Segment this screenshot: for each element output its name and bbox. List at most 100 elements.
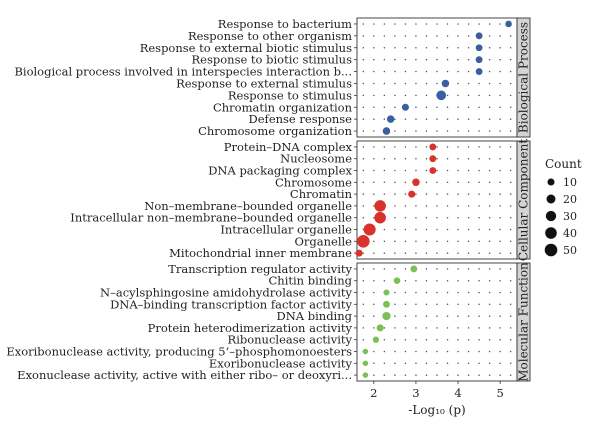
grid-dot xyxy=(404,193,407,195)
grid-dot xyxy=(425,303,428,306)
term-label: Nucleosome xyxy=(280,152,352,166)
grid-dot xyxy=(425,23,428,25)
grid-dot xyxy=(415,94,417,97)
grid-dot xyxy=(373,157,375,160)
grid-dot xyxy=(425,181,428,184)
grid-dot xyxy=(457,291,459,294)
grid-dot xyxy=(383,118,386,120)
grid-dot xyxy=(362,205,365,207)
grid-dot xyxy=(415,279,417,282)
grid-dot xyxy=(457,228,459,231)
grid-dot xyxy=(436,338,438,341)
grid-dot xyxy=(457,315,459,317)
grid-dot xyxy=(415,303,417,306)
grid-dot xyxy=(436,47,438,49)
grid-dot xyxy=(446,252,449,254)
grid-dot xyxy=(394,58,396,61)
grid-dot xyxy=(446,106,449,108)
grid-dot xyxy=(488,268,491,270)
grid-dot xyxy=(509,350,512,353)
grid-dot xyxy=(499,350,501,353)
grid-dot xyxy=(415,47,417,49)
grid-dot xyxy=(509,118,512,120)
grid-dot xyxy=(383,240,386,243)
grid-dot xyxy=(467,130,470,132)
grid-dot xyxy=(457,146,459,148)
term-label: Response to other organism xyxy=(188,29,352,43)
grid-dot xyxy=(383,327,386,329)
grid-dot xyxy=(373,118,375,120)
grid-dot xyxy=(446,362,449,365)
term-label: Exonuclease activity, active with either… xyxy=(17,368,352,382)
term-label: Organelle xyxy=(294,234,352,248)
grid-dot xyxy=(499,193,501,195)
grid-dot xyxy=(362,157,365,160)
grid-dot xyxy=(404,23,407,25)
data-point xyxy=(362,348,369,355)
data-point xyxy=(374,200,386,212)
x-tick-label: 3 xyxy=(412,386,419,400)
grid-dot xyxy=(499,216,501,219)
grid-dot xyxy=(467,315,470,317)
grid-dot xyxy=(394,350,396,353)
legend-title: Count xyxy=(545,157,582,171)
grid-dot xyxy=(415,315,417,317)
grid-dot xyxy=(362,279,365,282)
grid-dot xyxy=(467,106,470,108)
grid-dot xyxy=(467,252,470,254)
grid-dot xyxy=(478,338,480,341)
legend-label: 30 xyxy=(563,210,577,223)
grid-dot xyxy=(383,35,386,37)
grid-dot xyxy=(394,169,396,172)
term-label: Chitin binding xyxy=(269,274,353,288)
grid-dot xyxy=(467,338,470,341)
grid-dot xyxy=(383,338,386,341)
grid-dot xyxy=(404,47,407,49)
grid-dot xyxy=(488,279,491,282)
grid-dot xyxy=(446,181,449,184)
grid-dot xyxy=(488,338,491,341)
grid-dot xyxy=(415,228,417,231)
grid-dot xyxy=(415,240,417,243)
data-point xyxy=(429,143,437,151)
grid-dot xyxy=(467,35,470,37)
legend-symbol xyxy=(545,227,557,239)
grid-dot xyxy=(394,327,396,329)
grid-dot xyxy=(404,268,407,270)
grid-dot xyxy=(415,130,417,132)
legend-label: 50 xyxy=(563,244,577,257)
grid-dot xyxy=(383,47,386,49)
grid-dot xyxy=(404,362,407,365)
grid-dot xyxy=(488,350,491,353)
term-label: Response to external biotic stimulus xyxy=(140,41,352,55)
grid-dot xyxy=(457,118,459,120)
grid-dot xyxy=(415,291,417,294)
data-point xyxy=(408,190,416,198)
grid-dot xyxy=(373,130,375,132)
grid-dot xyxy=(425,118,428,120)
grid-dot xyxy=(436,315,438,317)
data-point xyxy=(441,79,450,88)
grid-dot xyxy=(488,303,491,306)
grid-dot xyxy=(499,146,501,148)
grid-dot xyxy=(457,157,459,160)
grid-dot xyxy=(362,23,365,25)
grid-dot xyxy=(488,374,491,376)
data-point xyxy=(357,235,370,248)
grid-dot xyxy=(415,23,417,25)
grid-dot xyxy=(436,146,438,148)
grid-dot xyxy=(457,327,459,329)
grid-dot xyxy=(425,193,428,195)
grid-dot xyxy=(404,35,407,37)
grid-dot xyxy=(457,303,459,306)
grid-dot xyxy=(478,315,480,317)
grid-dot xyxy=(478,82,480,85)
grid-dot xyxy=(394,268,396,270)
grid-dot xyxy=(467,169,470,172)
data-point xyxy=(372,336,380,343)
grid-dot xyxy=(509,130,512,132)
grid-dot xyxy=(394,106,396,108)
grid-dot xyxy=(446,268,449,270)
grid-dot xyxy=(383,157,386,160)
grid-dot xyxy=(436,327,438,329)
